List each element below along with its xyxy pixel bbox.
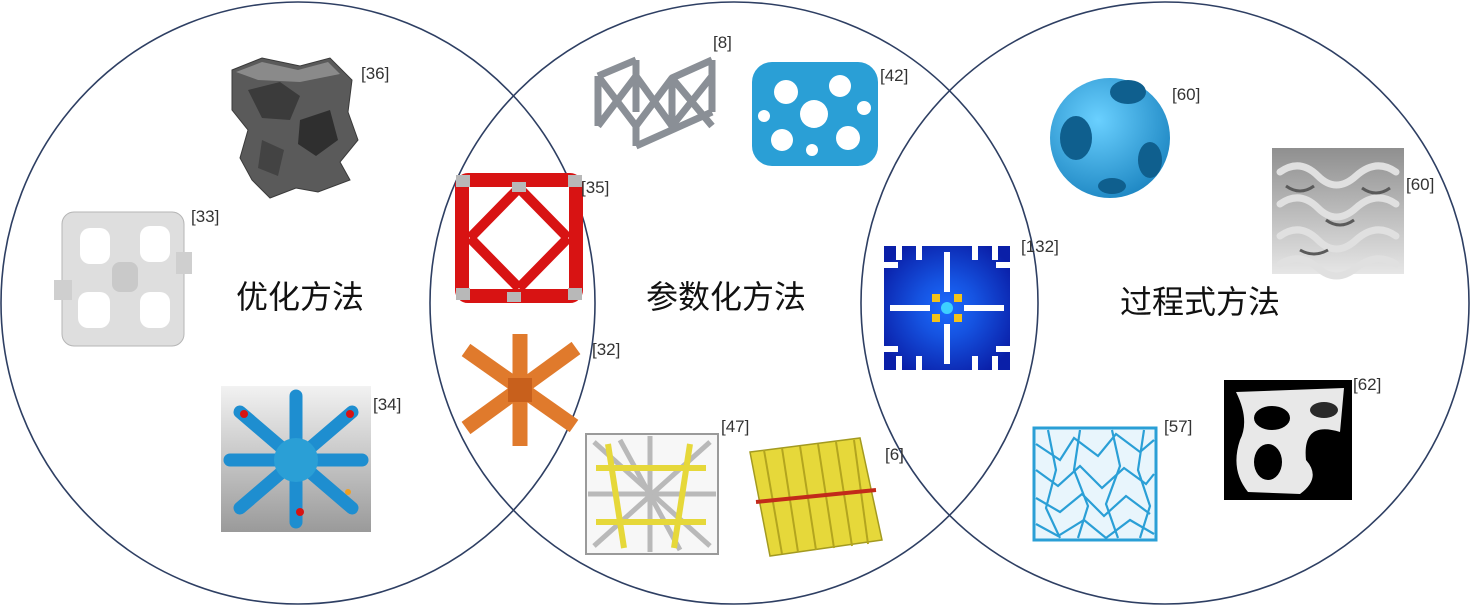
ref-32: [32] [592, 340, 620, 359]
image-dark-porous-lattice [231, 57, 359, 199]
ref-36: [36] [361, 64, 389, 83]
image-bw-tpms-render [1224, 380, 1352, 500]
image-white-lattice-cell [54, 211, 192, 347]
ref-34: [34] [373, 395, 401, 414]
ref-47: [47] [721, 417, 749, 436]
image-silver-gyroid [1272, 148, 1404, 280]
circle-parametric [429, 1, 1039, 605]
ref-6: [6] [885, 445, 904, 464]
image-blue-lattice-fea [221, 386, 371, 532]
circle-procedural [860, 1, 1470, 605]
ref-33: [33] [191, 207, 219, 226]
image-yellow-white-strut-lattice [585, 433, 719, 555]
image-stress-field-plate [884, 246, 1010, 370]
image-blue-stochastic-lattice [1032, 426, 1158, 542]
ref-132: [132] [1021, 237, 1059, 256]
ref-60-b: [60] [1406, 175, 1434, 194]
image-red-truss-cube [455, 173, 583, 303]
label-procedural: 过程式方法 [1120, 283, 1280, 321]
ref-57: [57] [1164, 417, 1192, 436]
ref-60-a: [60] [1172, 85, 1200, 104]
ref-62: [62] [1353, 375, 1381, 394]
image-orange-cross [461, 334, 581, 446]
image-yellow-plate-lattice [749, 437, 883, 557]
ref-8: [8] [713, 33, 732, 52]
image-blue-sphere-cell [1050, 78, 1170, 198]
image-blue-cellular-lattice [752, 62, 878, 166]
image-grey-wireframe [594, 56, 716, 150]
label-parametric: 参数化方法 [646, 278, 806, 316]
circle-optimization [0, 1, 596, 605]
label-optimization: 优化方法 [236, 278, 364, 316]
ref-42: [42] [880, 66, 908, 85]
ref-35: [35] [581, 178, 609, 197]
